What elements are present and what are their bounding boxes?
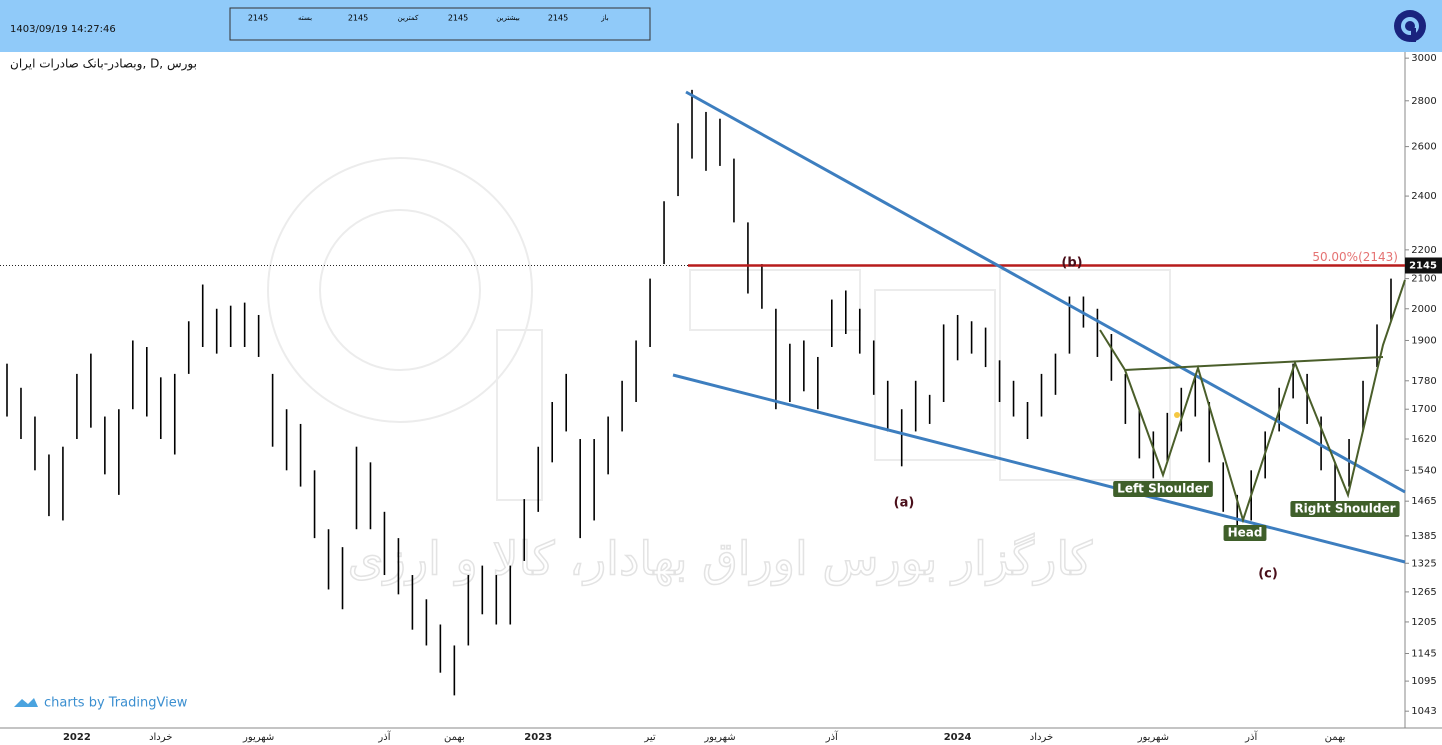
- wave-label: (a): [894, 496, 915, 511]
- x-tick-label: 2022: [63, 732, 91, 743]
- x-tick-label: خرداد: [1030, 732, 1053, 743]
- trend-line: [672, 373, 1406, 564]
- x-tick-label: آذر: [1244, 730, 1258, 743]
- y-tick-label: 1540: [1411, 465, 1436, 476]
- y-tick-label: 1700: [1411, 404, 1436, 415]
- ohlc-value: 2145: [348, 14, 368, 23]
- y-tick-label: 1325: [1411, 558, 1436, 569]
- x-tick-label: آذر: [825, 730, 839, 743]
- y-tick-label: 1780: [1411, 376, 1436, 387]
- watermark-logo: [267, 157, 1171, 501]
- y-tick-label: 2000: [1411, 304, 1436, 315]
- watermark-text: کارگزار بورس اوراق بهادار، کالا و ارزی: [348, 532, 1093, 587]
- y-tick-label: 2800: [1411, 96, 1436, 107]
- logo: [1394, 10, 1426, 42]
- credit: charts by TradingView: [14, 696, 188, 711]
- x-tick-label: شهریور: [1137, 732, 1169, 743]
- y-tick-label: 2600: [1411, 142, 1436, 153]
- y-tick-label: 3000: [1411, 53, 1436, 64]
- x-tick-label: بهمن: [1325, 732, 1346, 743]
- ohlc-box: [229, 7, 651, 41]
- ohlc-value: 2145: [548, 14, 568, 23]
- y-tick-label: 2100: [1411, 274, 1436, 285]
- y-tick-label: 1145: [1411, 649, 1436, 660]
- pattern-label: Head: [1228, 526, 1263, 540]
- trend-line: [685, 90, 1406, 494]
- y-tick-label: 1095: [1411, 676, 1436, 687]
- ohlc-value: 2145: [448, 14, 468, 23]
- pattern-label-box: [1113, 481, 1213, 497]
- x-tick-label: خرداد: [149, 732, 172, 743]
- fib-label: 50.00%(2143): [1312, 250, 1398, 264]
- y-tick-label: 1385: [1411, 531, 1436, 542]
- ohlc-label: بسته: [298, 14, 312, 22]
- y-tick-label: 2400: [1411, 191, 1436, 202]
- y-tick-label: 2200: [1411, 245, 1436, 256]
- pattern-line: [1099, 279, 1406, 524]
- neckline: [1124, 356, 1384, 371]
- y-tick-label: 1265: [1411, 587, 1436, 598]
- pattern-label-box: [1223, 525, 1267, 541]
- wave-label: (c): [1258, 567, 1278, 582]
- ohlc-label: بیشترین: [496, 14, 520, 22]
- wave-label: (b): [1061, 256, 1082, 271]
- pattern-label-box: [1290, 501, 1400, 517]
- x-tick-label: آذر: [377, 730, 391, 743]
- x-tick-label: 2024: [944, 732, 972, 743]
- y-tick-label: 1620: [1411, 434, 1436, 445]
- x-tick-label: شهریور: [703, 732, 735, 743]
- x-tick-label: تیر: [643, 732, 656, 743]
- x-tick-label: 2023: [524, 732, 552, 743]
- ohlc-label: کمترین: [398, 14, 419, 22]
- chart-title: وبصادر-بانک صادرات ایران, D, بورس: [10, 57, 197, 72]
- ohlc-label: باز: [600, 14, 609, 22]
- timestamp: 1403/09/19 14:27:46: [10, 24, 116, 35]
- y-tick-label: 1205: [1411, 617, 1436, 628]
- credit-text: charts by TradingView: [44, 696, 188, 711]
- y-tick-label: 1900: [1411, 335, 1436, 346]
- y-tick-label: 1465: [1411, 496, 1436, 507]
- marker-dot: [1174, 412, 1180, 418]
- x-tick-label: شهریور: [242, 732, 274, 743]
- pattern-label: Left Shoulder: [1117, 482, 1209, 496]
- price-tag-label: 2145: [1409, 261, 1437, 272]
- x-tick-label: بهمن: [444, 732, 465, 743]
- price-tag: [1405, 257, 1442, 274]
- header-band: [0, 0, 1442, 52]
- pattern-label: Right Shoulder: [1294, 502, 1395, 516]
- y-tick-label: 1043: [1411, 706, 1436, 717]
- ohlc-value: 2145: [248, 14, 268, 23]
